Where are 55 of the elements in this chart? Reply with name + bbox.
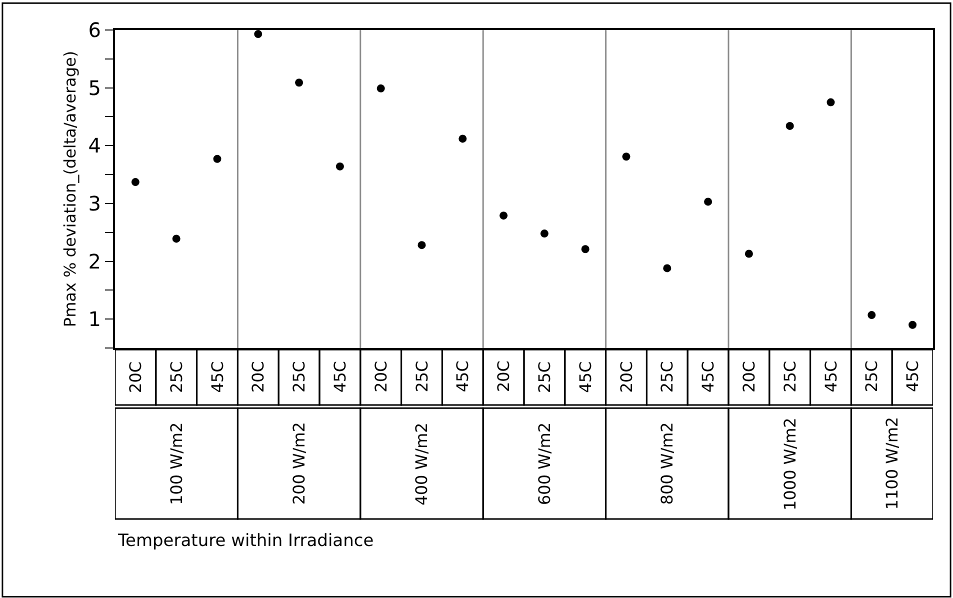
category-label: 25C (862, 360, 882, 392)
category-label: 1000 W/m2 (780, 418, 800, 510)
point (131, 178, 140, 186)
point (172, 234, 180, 243)
category-label: 400 W/m2 (412, 422, 432, 506)
y-tick-label: 2 (88, 249, 101, 274)
category-label: 20C (126, 361, 145, 393)
y-tick-label: 6 (88, 18, 101, 42)
point (786, 122, 794, 130)
y-tick-label: 1 (88, 307, 101, 332)
category-label: 25C (290, 361, 309, 393)
point (744, 250, 753, 258)
category-label: 45C (821, 360, 840, 392)
point (336, 162, 344, 170)
category-label: 45C (208, 361, 227, 393)
category-label: 20C (371, 360, 390, 392)
category-label: 100 W/m2 (166, 422, 186, 505)
point (254, 30, 262, 38)
point (295, 78, 304, 87)
category-label: 45C (330, 360, 350, 392)
point (704, 198, 712, 206)
point (663, 264, 672, 272)
point (581, 245, 590, 254)
category-label: 25C (534, 361, 554, 393)
point (540, 230, 548, 238)
category-label: 25C (780, 360, 800, 392)
point (458, 134, 467, 143)
category-label: 20C (494, 360, 514, 392)
category-label: 200 W/m2 (289, 422, 308, 505)
category-label: 20C (616, 361, 636, 393)
y-tick-label: 5 (88, 76, 101, 100)
y-tick-label: 4 (88, 134, 101, 158)
category-label: 45C (698, 361, 718, 393)
category-label: 45C (903, 360, 922, 392)
category-label: 25C (412, 360, 432, 392)
point (213, 154, 222, 163)
category-label: 1100 W/m2 (882, 416, 902, 510)
category-label: 25C (166, 361, 186, 393)
category-label: 20C (739, 360, 758, 392)
point (500, 212, 508, 220)
y-tick-label: 3 (88, 191, 101, 216)
text: Temperature within Irradiance (117, 531, 374, 551)
point (376, 84, 385, 92)
category-label: 45C (576, 361, 595, 393)
category-label: 600 W/m2 (534, 422, 554, 506)
y-axis-title: Pmax % deviation_(delta/average) (60, 50, 80, 328)
category-label: 25C (658, 361, 677, 393)
point (622, 152, 630, 161)
category-label: 45C (453, 360, 472, 392)
category-label: 800 W/m2 (658, 422, 677, 505)
point (418, 241, 426, 250)
point (908, 320, 917, 329)
category-label: 20C (248, 361, 268, 393)
point (868, 311, 876, 320)
point (826, 98, 835, 106)
